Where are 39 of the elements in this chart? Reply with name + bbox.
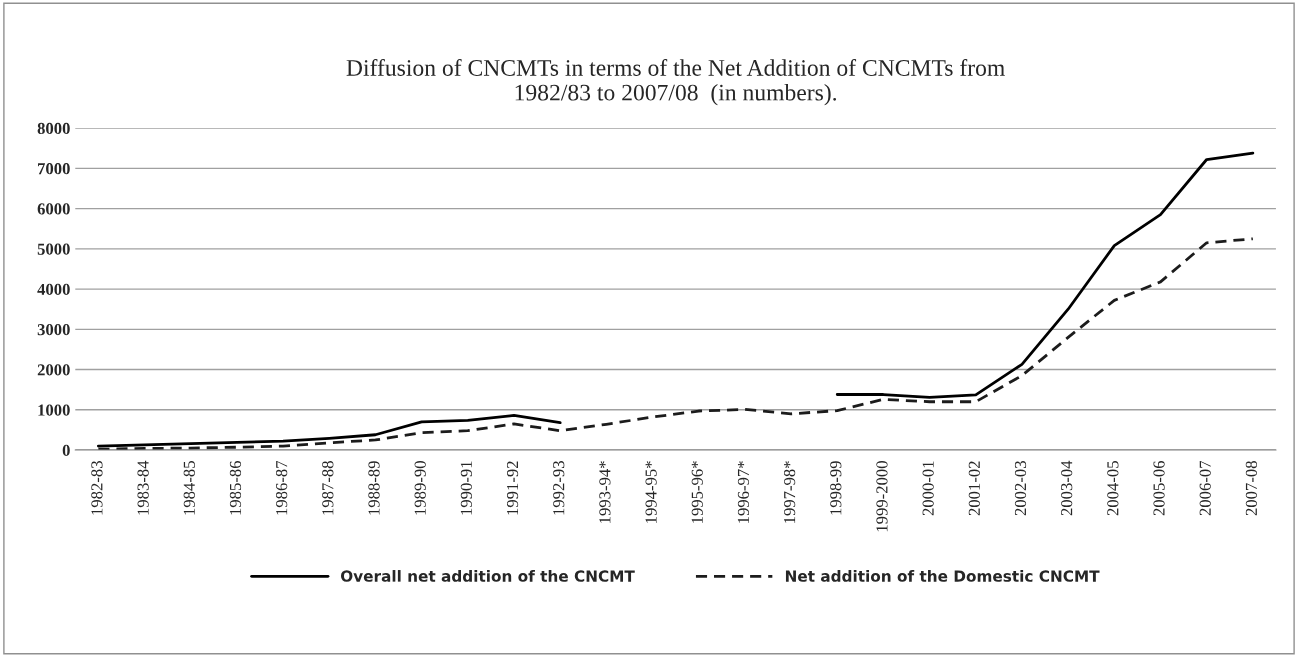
x-tick-label: 1990-91 [460,461,472,515]
legend-label: Net addition of the Domestic CNCMT [785,570,1100,582]
y-tick-label: 6000 [37,203,70,215]
x-tick-label: 2001-02 [968,461,980,516]
x-tick-label: 2007-08 [1245,461,1258,516]
y-tick-label: 7000 [38,163,70,175]
x-tick-label: 1988-89 [368,461,380,515]
x-tick-label: 1982-83 [91,461,103,515]
x-tick-label: 2000-01 [922,461,934,516]
x-tick-label: 1991-92 [506,461,519,515]
x-tick-label: 1993-94* [599,461,611,523]
y-tick-label: 5000 [37,243,70,255]
chart-title: Diffusion of CNCMTs in terms of the Net Addition of CNCMTs from 1982/83 to 2007/08 (in numbers). [346,59,1005,106]
x-tick-label: 1987-88 [322,461,334,515]
legend-label: Overall net addition of the CNCMT [340,570,635,582]
x-tick-label: 1998-99 [830,461,842,515]
x-tick-label: 1985-86 [229,460,242,515]
x-tick-label: 1983-84 [137,460,149,515]
x-tick-label: 1986-87 [276,460,288,515]
x-tick-label: 1997-98* [783,461,796,523]
y-tick-label: 2000 [37,364,70,376]
x-tick-label: 1999-2000 [876,461,888,532]
x-tick-label: 1994-95* [645,461,657,523]
y-tick-label: 0 [62,444,70,456]
x-tick-label: 2003-04 [1061,460,1073,516]
y-tick-label: 3000 [37,324,70,336]
x-tick-label: 1989-90 [414,461,426,515]
x-tick-label: 1992-93 [553,461,565,515]
line-series [96,237,1255,451]
x-tick-label: 1995-96* [691,461,703,523]
x-tick-label: 2004-05 [1107,461,1119,516]
y-tick-label: 4000 [37,283,70,296]
x-tick-label: 1996-97* [737,461,750,523]
y-tick-label: 1000 [38,404,70,416]
y-tick-label: 8000 [37,122,70,135]
x-tick-label: 2005-06 [1153,460,1165,516]
x-tick-label: 2002-03 [1014,461,1027,516]
x-tick-label: 1984-85 [183,461,195,515]
x-tick-label: 2006-07 [1199,460,1211,516]
